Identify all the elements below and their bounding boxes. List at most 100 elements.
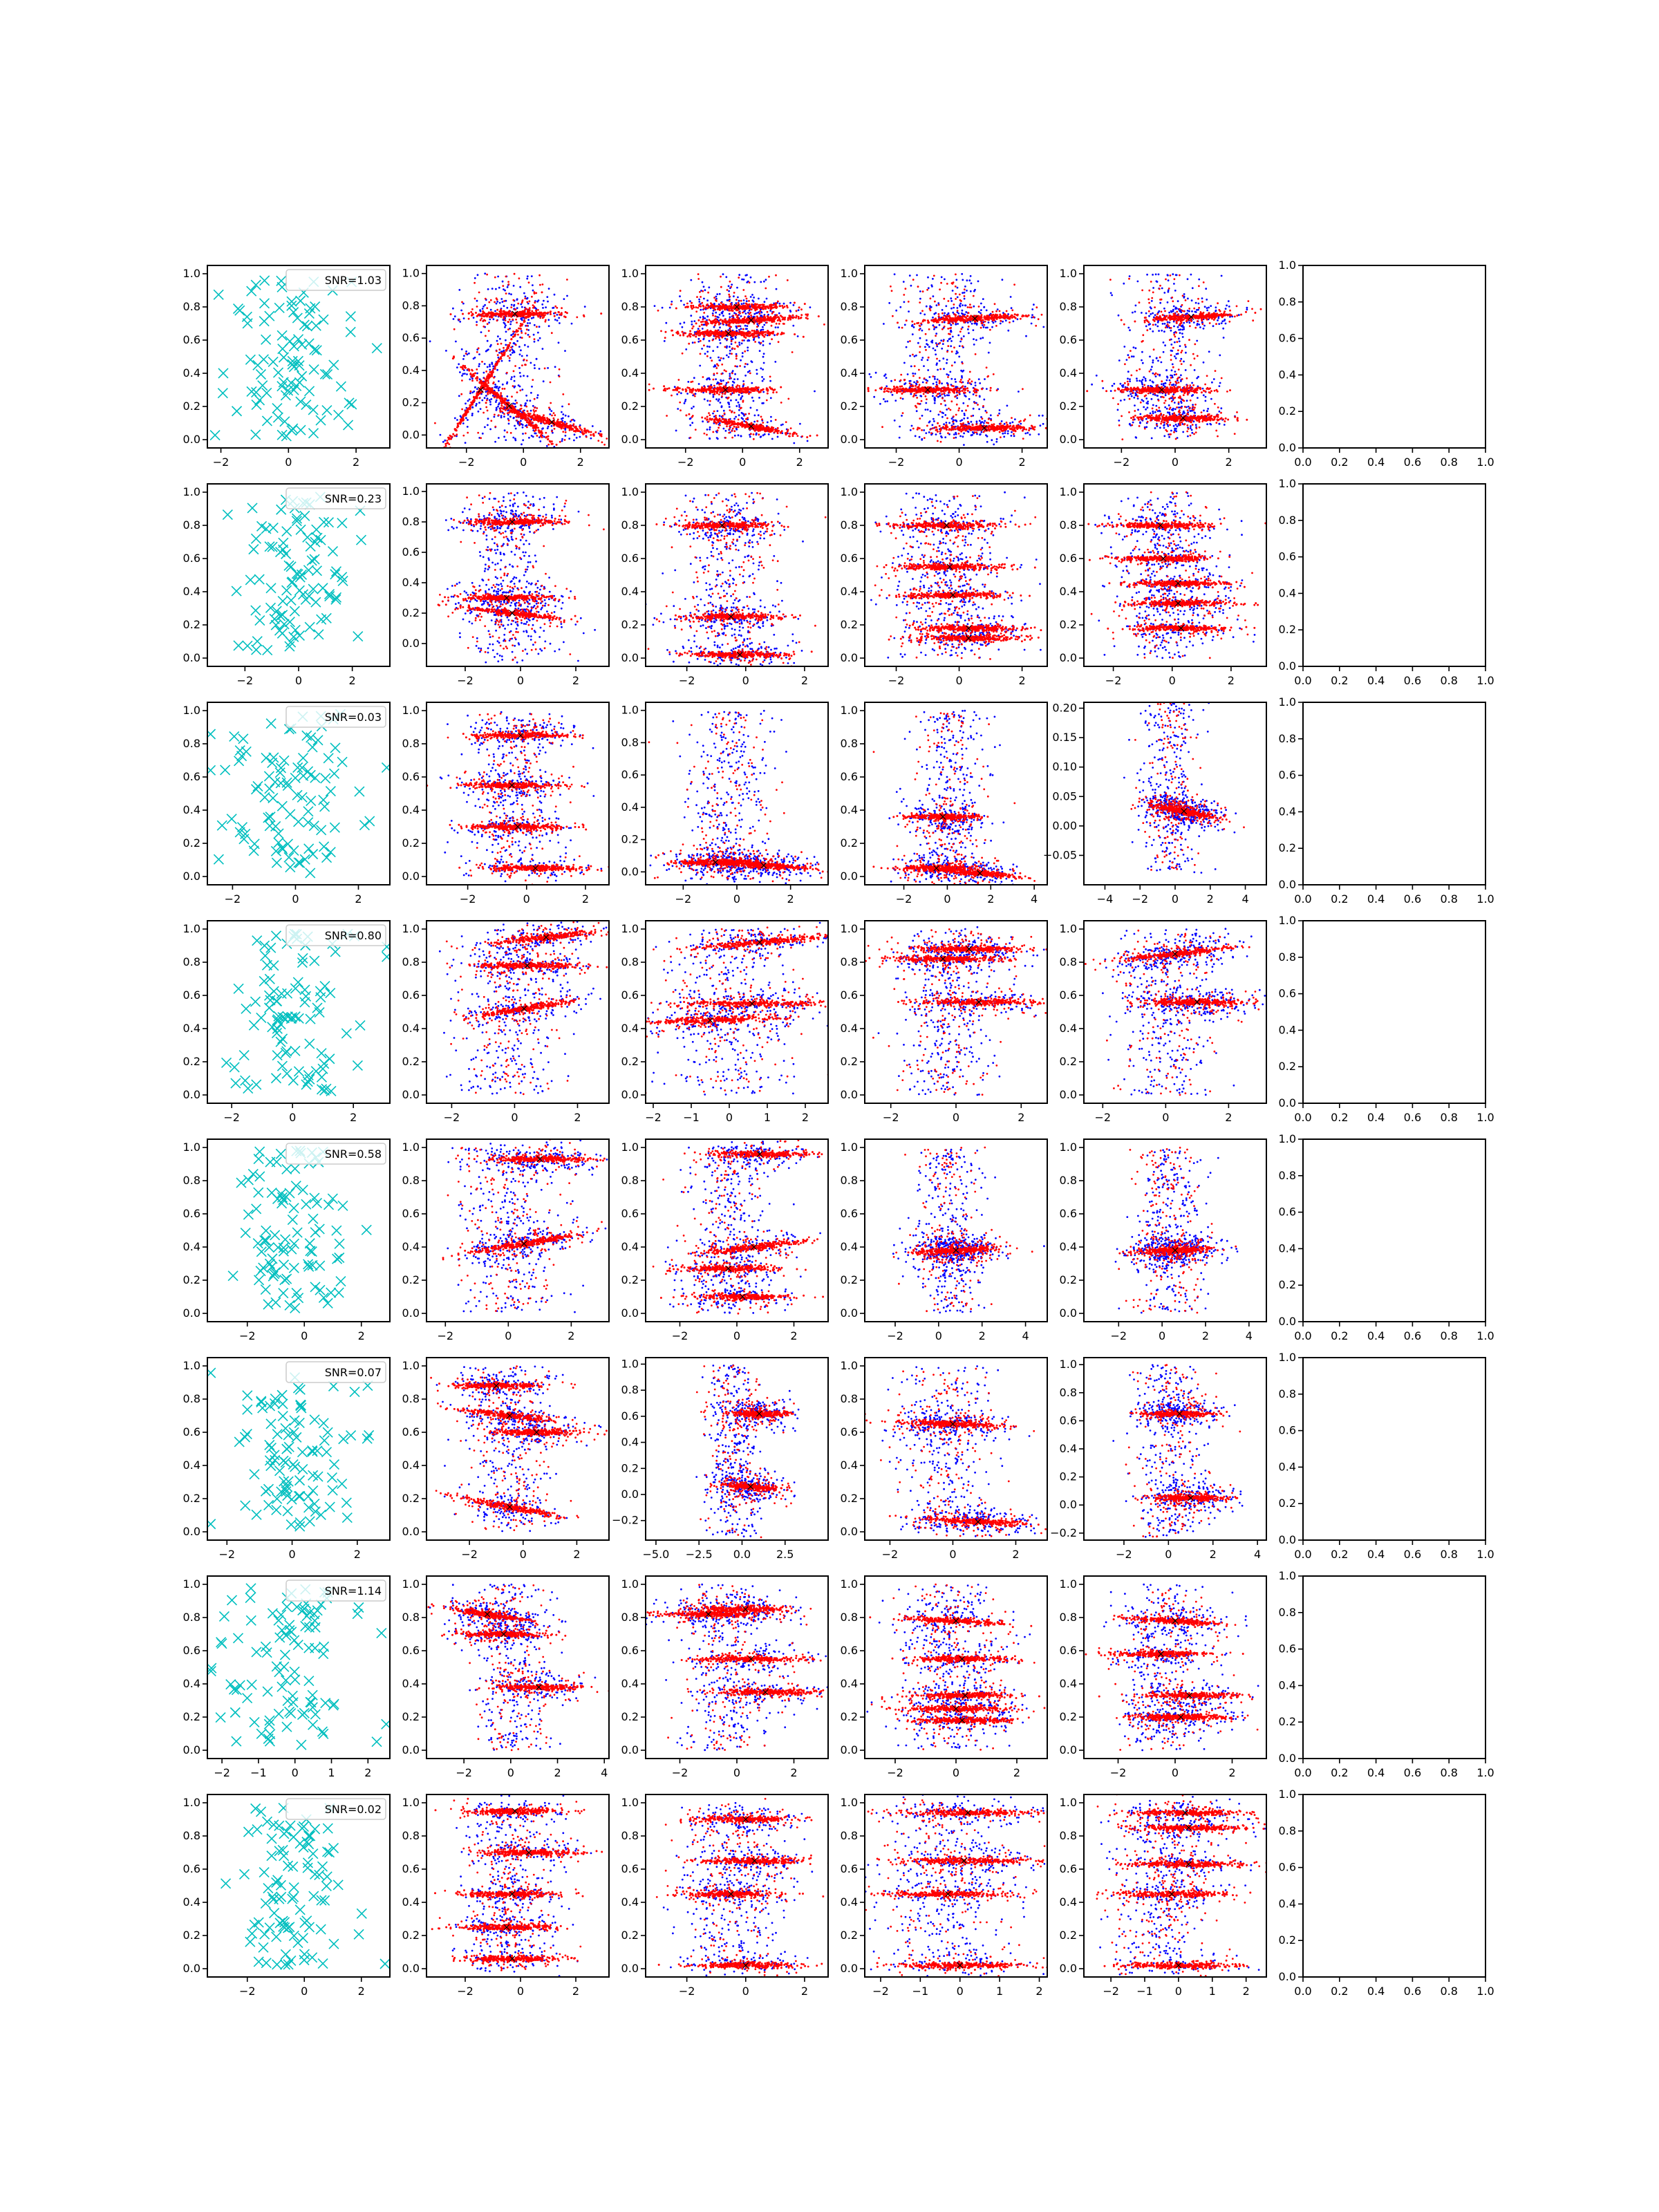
red-point: [720, 357, 722, 359]
x-marker-point: [321, 404, 332, 416]
blue-point: [942, 412, 944, 414]
blue-point: [955, 350, 958, 353]
red-band-point: [737, 317, 740, 319]
red-band-point: [508, 312, 511, 315]
blue-point: [704, 353, 706, 355]
blue-point: [999, 322, 1002, 325]
blue-point: [941, 309, 944, 311]
red-band-point: [740, 391, 742, 394]
red-band-point: [489, 312, 491, 315]
blue-point: [556, 314, 559, 316]
x-marker-point: [272, 402, 283, 414]
red-point: [901, 412, 904, 414]
blue-point: [458, 363, 460, 366]
red-point: [558, 375, 561, 377]
x-marker-point: [276, 275, 287, 286]
red-point: [516, 321, 518, 324]
red-band-point: [776, 429, 778, 431]
red-band-point: [547, 311, 550, 314]
red-point: [736, 315, 739, 317]
red-point: [506, 371, 508, 374]
center-marker: [725, 330, 732, 337]
red-band-point: [451, 435, 453, 438]
red-band-point: [771, 317, 774, 319]
red-point: [699, 339, 702, 342]
blue-point: [957, 312, 960, 315]
blue-point: [542, 380, 545, 383]
center-marker: [512, 310, 518, 317]
red-point: [716, 429, 719, 432]
red-band-point: [740, 334, 743, 337]
red-point: [697, 306, 700, 309]
blue-point: [563, 298, 565, 300]
red-band-point: [531, 421, 534, 424]
blue-point: [730, 343, 733, 345]
red-band-point: [780, 333, 782, 336]
red-point: [1029, 414, 1031, 417]
blue-point: [538, 337, 541, 339]
red-band-point: [817, 315, 820, 318]
blue-point: [916, 274, 918, 276]
blue-point: [940, 276, 943, 279]
red-band-point: [537, 312, 540, 315]
red-band-point: [704, 386, 706, 388]
blue-point: [547, 288, 550, 290]
red-band-point: [505, 349, 507, 351]
red-band-point: [559, 421, 561, 424]
red-point: [748, 300, 750, 302]
blue-point: [950, 307, 953, 310]
red-point: [691, 380, 694, 383]
blue-point: [503, 321, 505, 324]
red-point: [514, 365, 516, 367]
red-point: [717, 364, 720, 367]
blue-point: [735, 399, 738, 402]
blue-point: [943, 321, 946, 324]
blue-point: [564, 429, 567, 431]
red-band-point: [701, 386, 704, 388]
x-marker-point: [250, 279, 261, 290]
red-point: [484, 319, 487, 322]
red-point: [554, 305, 557, 308]
blue-point: [573, 420, 576, 422]
blue-point: [751, 396, 753, 399]
blue-point: [733, 418, 735, 420]
red-band-point: [437, 457, 439, 459]
blue-point: [524, 295, 527, 298]
blue-point: [706, 299, 709, 302]
blue-point: [725, 382, 728, 384]
red-point: [765, 330, 767, 333]
red-point: [461, 408, 463, 411]
red-band-point: [741, 423, 744, 426]
blue-point: [566, 294, 568, 297]
blue-point: [497, 387, 500, 390]
blue-point: [541, 303, 544, 306]
blue-point: [946, 394, 948, 397]
red-band-point: [740, 387, 742, 390]
red-point: [521, 364, 523, 366]
blue-point: [974, 288, 976, 291]
red-band-point: [700, 305, 702, 308]
red-band-point: [724, 305, 727, 308]
blue-point: [529, 362, 532, 364]
red-band-point: [527, 417, 529, 420]
red-band-point: [554, 422, 557, 425]
red-band-point: [527, 415, 530, 418]
red-band-point: [727, 420, 730, 423]
red-band-point: [545, 420, 548, 423]
blue-point: [489, 368, 491, 371]
blue-point: [498, 301, 501, 304]
blue-point: [536, 394, 539, 397]
red-band-point: [774, 306, 777, 309]
blue-point: [715, 378, 717, 380]
red-point: [548, 406, 550, 409]
red-point: [768, 275, 770, 278]
red-point: [948, 407, 950, 410]
blue-point: [489, 403, 491, 406]
blue-point: [506, 286, 509, 288]
red-band-point: [787, 429, 789, 431]
blue-point: [464, 442, 467, 444]
red-point: [521, 300, 524, 303]
blue-point: [760, 367, 762, 370]
red-band-point: [724, 321, 727, 324]
blue-point: [987, 321, 990, 324]
